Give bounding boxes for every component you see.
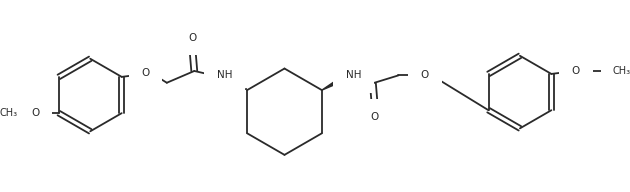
Text: O: O [31, 108, 40, 118]
Text: CH₃: CH₃ [0, 108, 18, 118]
Text: NH: NH [345, 70, 361, 80]
Text: O: O [141, 68, 149, 78]
Text: NH: NH [217, 70, 232, 80]
Text: O: O [572, 66, 580, 76]
Text: O: O [421, 70, 429, 80]
Polygon shape [322, 76, 345, 90]
Text: NH: NH [217, 70, 232, 80]
Text: CH₃: CH₃ [612, 66, 630, 76]
Text: O: O [370, 112, 379, 122]
Text: O: O [188, 33, 197, 43]
